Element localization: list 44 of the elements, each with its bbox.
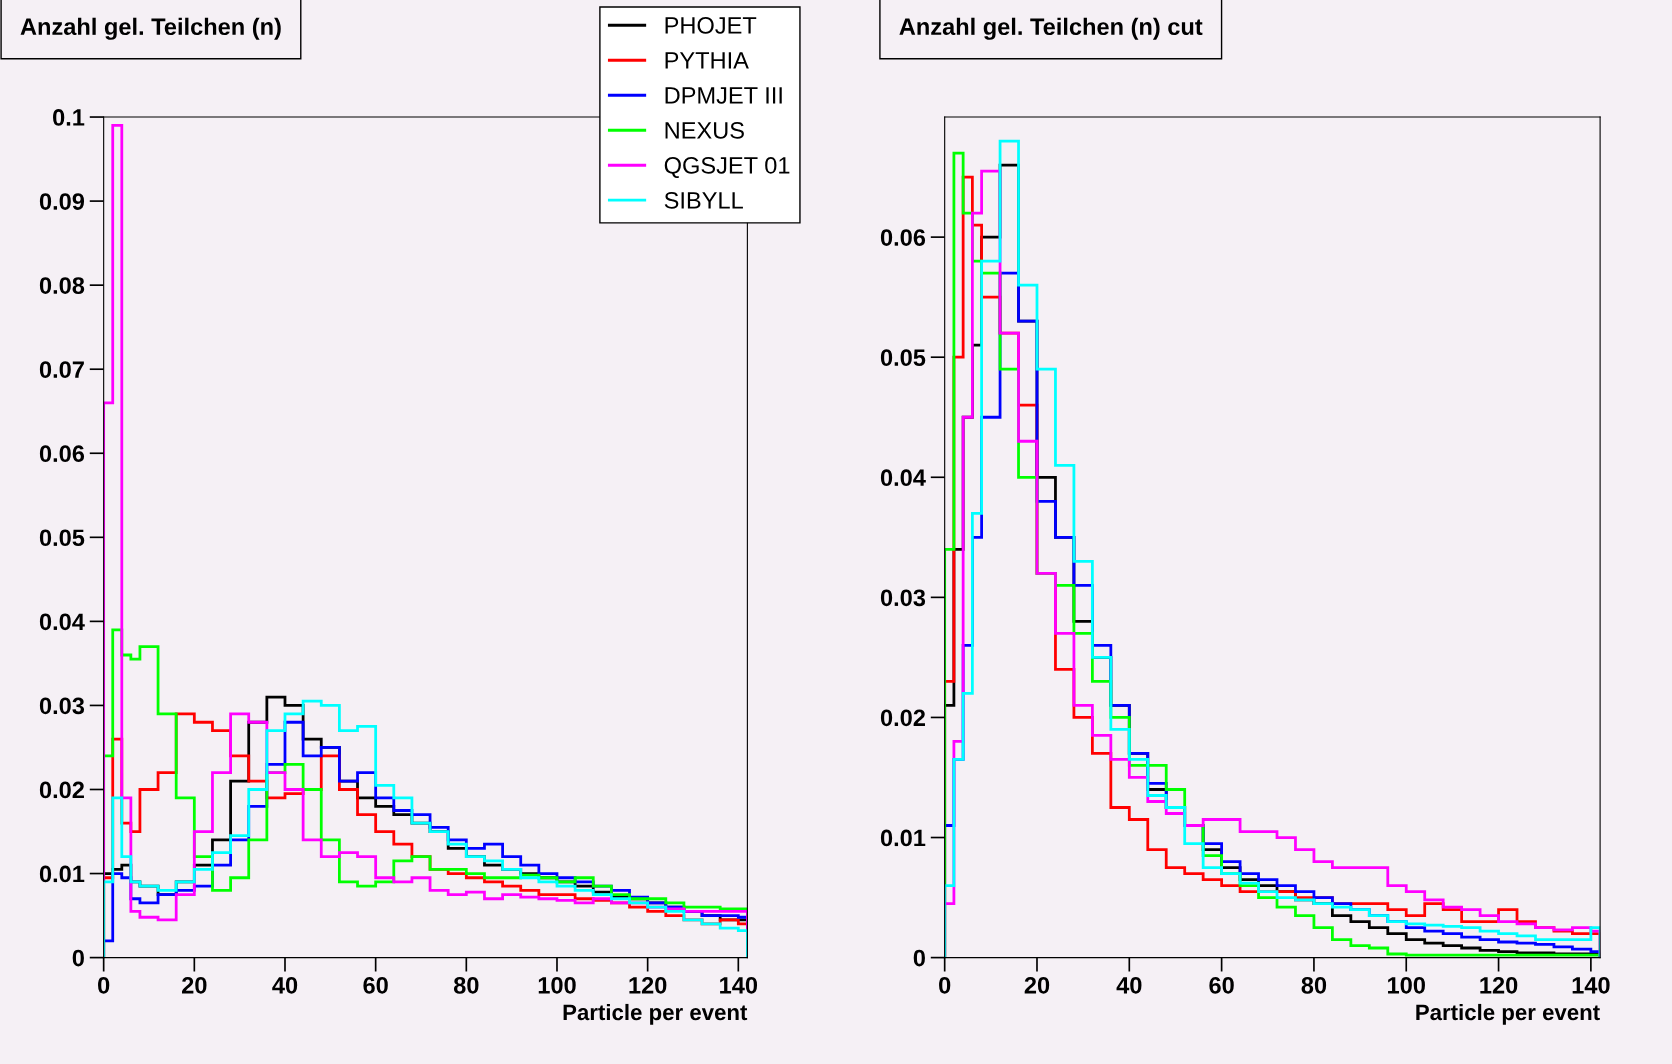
legend-label: PHOJET (665, 17, 757, 34)
chart-title: Anzahl gel. Teilchen (n) cut (899, 17, 1203, 40)
x-tick-label: 120 (1480, 976, 1518, 994)
y-tick-label: 0.04 (39, 613, 85, 631)
legend-label: DPMJET III (665, 87, 782, 104)
y-tick-label: 0.05 (39, 529, 85, 547)
y-tick-label: 0.01 (880, 829, 926, 847)
x-tick-label: 20 (182, 976, 207, 994)
x-tick-label: 120 (629, 976, 667, 994)
y-tick-label: 0.03 (880, 589, 926, 607)
y-tick-label: 0.01 (39, 865, 85, 883)
x-tick-label: 0 (98, 976, 110, 994)
x-tick-label: 20 (1024, 976, 1050, 994)
x-tick-label: 100 (538, 976, 576, 994)
y-tick-label: 0.08 (39, 277, 85, 294)
legend-label: SIBYLL (664, 192, 743, 209)
y-tick-label: 0.09 (39, 193, 85, 210)
y-tick-label: 0.02 (39, 781, 84, 799)
x-axis-title: Particle per event (1416, 1003, 1600, 1025)
chart-title: Anzahl gel. Teilchen (n) (20, 17, 281, 40)
legend-label: PYTHIA (665, 52, 749, 69)
y-tick-label: 0.07 (39, 361, 84, 378)
x-tick-label: 0 (939, 976, 951, 994)
x-tick-label: 60 (363, 976, 388, 994)
y-tick-label: 0.05 (880, 349, 926, 366)
x-tick-label: 80 (453, 976, 479, 994)
x-tick-label: 100 (1388, 976, 1425, 994)
legend-label: QGSJET 01 (664, 157, 790, 178)
x-tick-label: 80 (1301, 976, 1327, 994)
x-tick-label: 140 (1572, 976, 1610, 994)
y-tick-label: 0.04 (880, 469, 926, 487)
y-tick-label: 0.06 (39, 445, 85, 463)
x-axis-title: Particle per event (563, 1003, 748, 1025)
y-tick-label: 0.1 (53, 109, 85, 126)
y-tick-label: 0.02 (880, 709, 925, 727)
x-tick-label: 40 (1116, 976, 1142, 994)
y-tick-label: 0.03 (39, 697, 85, 715)
y-tick-label: 0 (72, 949, 84, 967)
x-tick-label: 140 (720, 976, 758, 994)
legend-label: NEXUS (665, 122, 744, 139)
x-tick-label: 60 (1209, 976, 1234, 994)
y-tick-label: 0 (913, 949, 925, 967)
x-tick-label: 40 (272, 976, 298, 994)
y-tick-label: 0.06 (880, 229, 926, 246)
